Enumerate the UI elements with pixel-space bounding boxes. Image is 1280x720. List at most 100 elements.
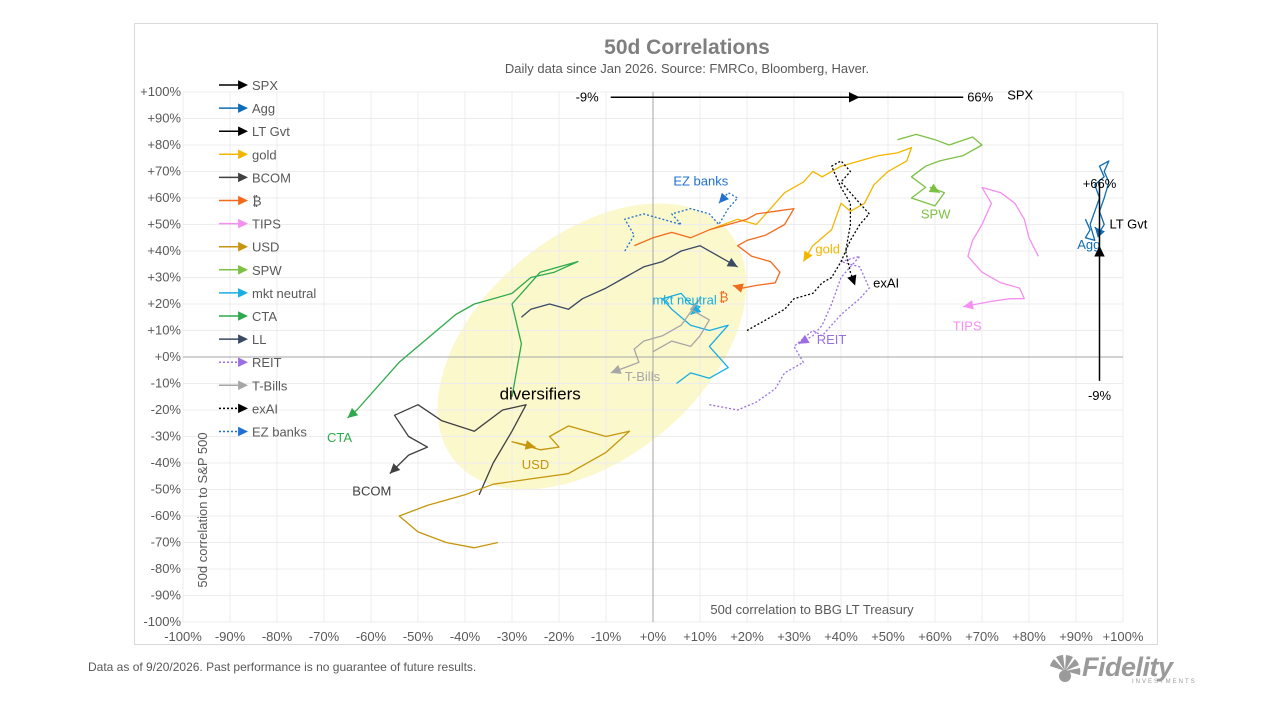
series-line-usd [398, 425, 631, 549]
spx-arrow-head [848, 92, 860, 103]
series-end-arrow-bcom [389, 463, 401, 474]
y-tick-label: +90% [147, 111, 181, 126]
series-end-arrow-spw [928, 183, 940, 193]
logo-subtitle: INVESTMENTS [1132, 679, 1197, 685]
series-label-tips: TIPS [953, 319, 982, 334]
y-tick-label: +80% [147, 137, 181, 152]
x-tick-label: +40% [824, 629, 858, 644]
series-line-ll [520, 245, 738, 318]
x-tick-label: +80% [1012, 629, 1046, 644]
series-line-bitcoin [633, 207, 795, 289]
series-label-t-bills: T-Bills [625, 369, 661, 384]
series-line-mkt-neutral [661, 292, 729, 385]
legend-arrow-icon-spx [238, 80, 248, 90]
spx-arrow-start-label: -9% [576, 89, 600, 104]
legend-arrow-icon-ez-banks [238, 426, 248, 437]
y-tick-label: +0% [155, 349, 182, 364]
series-line-spw [897, 133, 983, 207]
series-end-arrow-gold [803, 250, 813, 262]
y-tick-label: +60% [147, 190, 181, 205]
fidelity-logo: Fidelity INVESTMENTS [1048, 652, 1208, 688]
legend-label-reit: REIT [252, 355, 282, 370]
y-tick-label: -40% [151, 455, 182, 470]
ltgvt-arrow-start-label: -9% [1088, 388, 1112, 403]
y-tick-label: -70% [151, 535, 182, 550]
y-tick-label: +40% [147, 243, 181, 258]
series-end-arrow-reit [798, 334, 810, 344]
legend-label-ll: LL [252, 332, 266, 347]
legend-arrow-icon-tips [238, 218, 248, 229]
x-tick-label: -70% [309, 629, 340, 644]
y-tick-label: +20% [147, 296, 181, 311]
ltgvt-arrow-series-label: LT Gvt [1110, 217, 1148, 232]
x-tick-label: -60% [356, 629, 387, 644]
legend-label-lt-gvt: LT Gvt [252, 124, 290, 139]
series-end-arrow-tips [963, 300, 974, 310]
x-tick-label: +20% [730, 629, 764, 644]
y-tick-label: -90% [151, 588, 182, 603]
series-line-bcom [389, 404, 527, 496]
series-line-ez-banks [624, 192, 739, 252]
legend-arrow-icon-exai [238, 403, 248, 414]
legend-arrow-icon-mkt-neutral [238, 288, 248, 298]
ltgvt-arrow-head [1094, 245, 1105, 257]
x-tick-label: +90% [1059, 629, 1093, 644]
series-line-agg [1084, 160, 1110, 242]
series-label-gold: gold [815, 242, 840, 257]
series-line-gold [709, 146, 913, 262]
legend-label-agg: Agg [252, 101, 275, 116]
legend-label-spw: SPW [252, 263, 282, 278]
x-tick-label: +50% [871, 629, 905, 644]
legend-label-t-bills: T-Bills [252, 378, 288, 393]
legend-arrow-icon-t-bills [238, 380, 248, 391]
y-tick-label: -60% [151, 508, 182, 523]
series-end-arrow-cta [347, 407, 359, 418]
legend-arrow-icon-bitcoin [238, 195, 248, 206]
legend-label-bitcoin: ₿ [252, 194, 262, 209]
series-end-arrow-usd [524, 440, 536, 450]
ltgvt-arrow-end-label: +66% [1083, 176, 1117, 191]
series-line-tips [963, 186, 1039, 308]
series-end-arrow-ll [726, 257, 738, 267]
x-tick-label: -90% [215, 629, 246, 644]
series-label-usd: USD [522, 457, 549, 472]
legend-label-gold: gold [252, 147, 277, 162]
legend-arrow-icon-bcom [238, 172, 248, 183]
logo-wordmark: Fidelity [1082, 652, 1173, 682]
x-tick-label: -40% [450, 629, 481, 644]
legend-arrow-icon-reit [238, 357, 248, 367]
series-label-reit: REIT [817, 332, 847, 347]
legend-label-tips: TIPS [252, 217, 281, 232]
series-label-cta: CTA [327, 430, 352, 445]
legend-label-usd: USD [252, 240, 279, 255]
series-end-arrow-ez-banks [718, 192, 729, 204]
series-end-arrow-mkt-neutral [690, 304, 702, 315]
series-line-cta [347, 260, 579, 419]
legend-arrow-icon-cta [238, 311, 248, 321]
x-tick-label: +100% [1103, 629, 1144, 644]
series-label-spw: SPW [921, 207, 951, 222]
fidelity-logo-mark-icon [1050, 655, 1081, 682]
diversifiers-region [437, 203, 747, 490]
legend-arrow-icon-spw [238, 265, 248, 275]
y-tick-label: -20% [151, 402, 182, 417]
x-tick-label: +60% [918, 629, 952, 644]
x-tick-label: +10% [683, 629, 717, 644]
legend-arrow-icon-gold [238, 149, 248, 160]
x-tick-label: -80% [262, 629, 293, 644]
series-label-exai: exAI [873, 275, 899, 290]
legend-arrow-icon-lt-gvt [238, 126, 248, 136]
x-tick-label: +30% [777, 629, 811, 644]
diversifiers-label: diversifiers [500, 384, 581, 403]
series-label-mkt-neutral: mkt neutral [652, 293, 716, 308]
series-end-arrow-t-bills [610, 364, 622, 374]
legend-label-spx: SPX [252, 78, 278, 93]
y-tick-label: -100% [143, 614, 181, 629]
y-tick-label: -30% [151, 429, 182, 444]
x-tick-label: -30% [497, 629, 528, 644]
y-tick-label: +10% [147, 323, 181, 338]
x-axis-label: 50d correlation to BBG LT Treasury [710, 602, 914, 617]
y-tick-label: +100% [140, 84, 181, 99]
chart-title: 50d Correlations [604, 36, 770, 59]
x-tick-label: -50% [403, 629, 434, 644]
